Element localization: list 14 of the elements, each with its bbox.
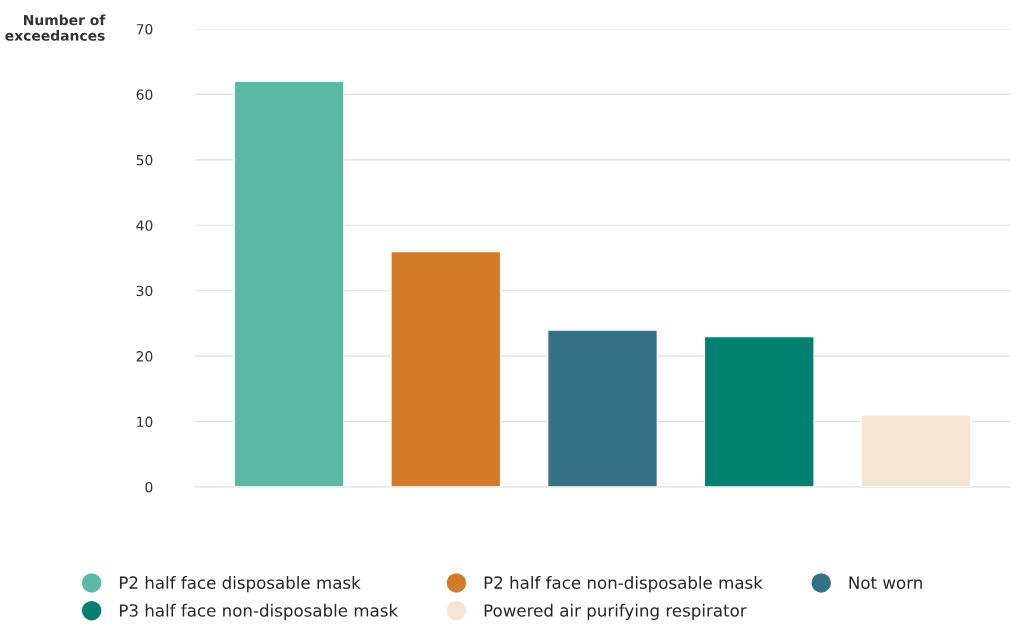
y-axis-title: Number of exceedances xyxy=(5,14,106,41)
y-tick-label: 20 xyxy=(136,351,153,362)
y-tick-label: 0 xyxy=(145,481,153,493)
y-tick-label: 60 xyxy=(136,89,153,100)
legend-label: Powered air purifying respirator xyxy=(484,603,747,620)
y-tick-label: 50 xyxy=(136,154,153,166)
legend-label: Not worn xyxy=(849,576,922,589)
y-tick-label: 70 xyxy=(136,23,153,35)
legend-label: P3 half face non-disposable mask xyxy=(119,603,399,620)
y-tick-label: 40 xyxy=(136,220,153,231)
legend-label: P2 half face non-disposable mask xyxy=(484,576,763,593)
y-tick-label: 10 xyxy=(137,416,153,428)
y-tick-label: 30 xyxy=(136,285,153,297)
legend-label: P2 half face disposable mask xyxy=(119,576,361,593)
